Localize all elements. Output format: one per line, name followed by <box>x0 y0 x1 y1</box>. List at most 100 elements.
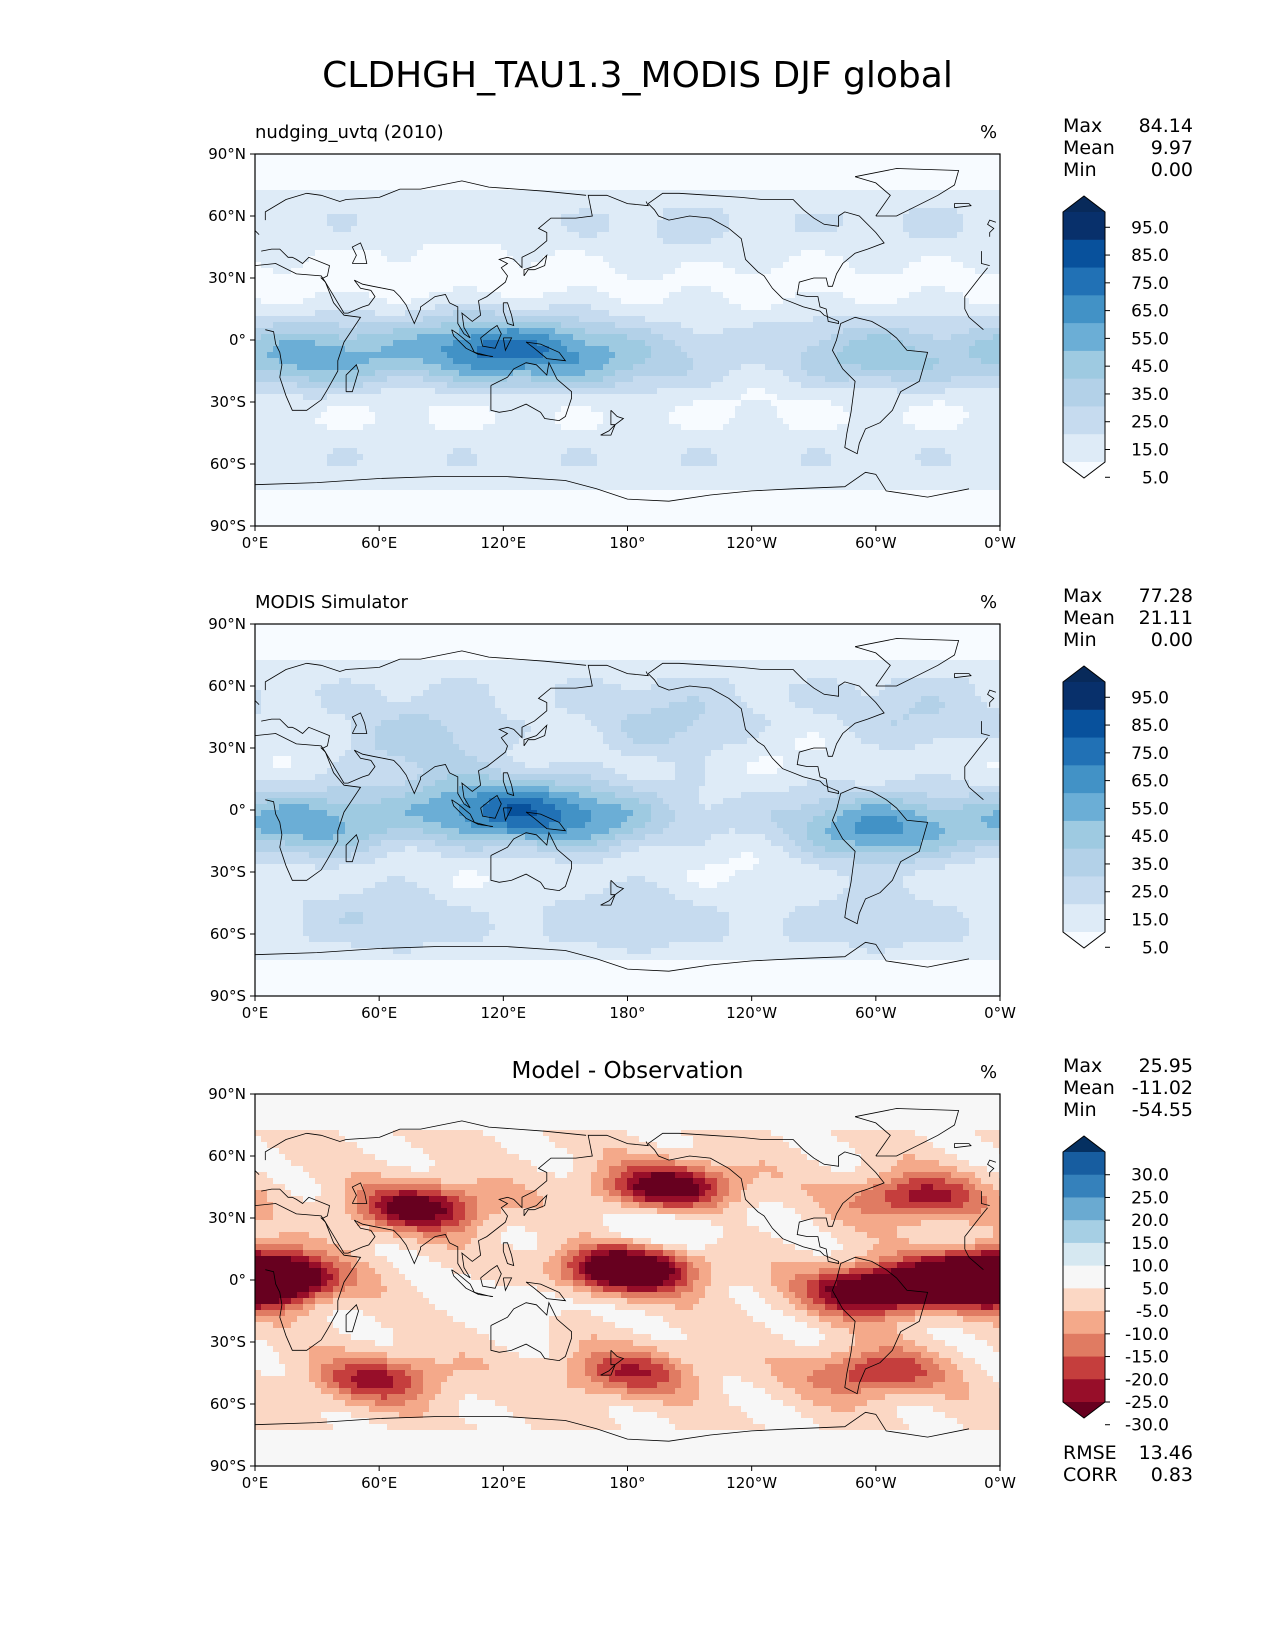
map-cell <box>441 262 448 269</box>
map-cell <box>555 274 562 281</box>
map-cell <box>855 304 862 311</box>
map-cell <box>627 298 634 305</box>
map-cell <box>591 274 598 281</box>
map-cell <box>735 226 742 233</box>
map-cell <box>387 298 394 305</box>
map-cell <box>879 178 886 185</box>
map-cell <box>891 376 898 383</box>
map-cell <box>291 316 298 323</box>
map-cell <box>519 364 526 371</box>
map-cell <box>441 190 448 197</box>
map-cell <box>801 214 808 221</box>
map-cell <box>753 364 760 371</box>
map-cell <box>477 346 484 353</box>
map-cell <box>321 304 328 311</box>
map-cell <box>435 190 442 197</box>
map-cell <box>723 232 730 239</box>
map-cell <box>381 334 388 341</box>
map-cell <box>651 298 658 305</box>
map-cell <box>873 352 880 359</box>
map-cell <box>477 232 484 239</box>
map-cell <box>327 190 334 197</box>
map-cell <box>717 364 724 371</box>
map-cell <box>339 226 346 233</box>
map-cell <box>927 352 934 359</box>
map-cell <box>729 166 736 173</box>
map-cell <box>579 184 586 191</box>
map-cell <box>597 178 604 185</box>
map-cell <box>705 226 712 233</box>
map-cell <box>525 208 532 215</box>
map-cell <box>291 196 298 203</box>
map-cell <box>855 364 862 371</box>
map-cell <box>615 334 622 341</box>
map-cell <box>825 238 832 245</box>
map-cell <box>639 244 646 251</box>
map-cell <box>447 208 454 215</box>
map-cell <box>651 376 658 383</box>
map-cell <box>345 280 352 287</box>
map-cell <box>399 190 406 197</box>
map-cell <box>927 334 934 341</box>
map-cell <box>729 304 736 311</box>
map-cell <box>711 316 718 323</box>
map-cell <box>537 166 544 173</box>
map-cell <box>915 184 922 191</box>
map-cell <box>639 340 646 347</box>
map-cell <box>735 298 742 305</box>
map-cell <box>309 364 316 371</box>
map-cell <box>339 370 346 377</box>
map-cell <box>459 268 466 275</box>
map-cell <box>429 190 436 197</box>
map-cell <box>591 310 598 317</box>
map-cell <box>663 226 670 233</box>
map-cell <box>741 268 748 275</box>
map-cell <box>351 310 358 317</box>
map-cell <box>663 280 670 287</box>
map-cell <box>429 322 436 329</box>
map-cell <box>705 346 712 353</box>
map-cell <box>621 286 628 293</box>
map-cell <box>975 304 982 311</box>
map-cell <box>351 160 358 167</box>
map-cell <box>717 376 724 383</box>
map-cell <box>297 370 304 377</box>
map-cell <box>915 346 922 353</box>
map-cell <box>747 166 754 173</box>
map-cell <box>339 202 346 209</box>
map-cell <box>759 172 766 179</box>
map-cell <box>651 340 658 347</box>
map-cell <box>735 220 742 227</box>
map-cell <box>819 352 826 359</box>
map-cell <box>399 388 406 395</box>
map-cell <box>657 172 664 179</box>
map-cell <box>435 334 442 341</box>
map-cell <box>549 226 556 233</box>
map-cell <box>303 358 310 365</box>
map-cell <box>615 220 622 227</box>
map-cell <box>669 268 676 275</box>
map-cell <box>831 310 838 317</box>
map-cell <box>411 352 418 359</box>
map-cell <box>759 160 766 167</box>
map-cell <box>657 214 664 221</box>
map-cell <box>459 196 466 203</box>
map-cell <box>771 262 778 269</box>
map-cell <box>747 298 754 305</box>
map-cell <box>375 304 382 311</box>
map-cell <box>879 274 886 281</box>
map-cell <box>339 208 346 215</box>
map-cell <box>285 238 292 245</box>
map-cell <box>435 178 442 185</box>
map-cell <box>621 220 628 227</box>
map-cell <box>315 160 322 167</box>
map-cell <box>873 286 880 293</box>
map-cell <box>387 280 394 287</box>
map-cell <box>759 274 766 281</box>
map-cell <box>987 250 994 257</box>
map-cell <box>993 370 1000 377</box>
map-cell <box>921 262 928 269</box>
map-cell <box>711 202 718 209</box>
map-cell <box>855 376 862 383</box>
map-cell <box>453 292 460 299</box>
